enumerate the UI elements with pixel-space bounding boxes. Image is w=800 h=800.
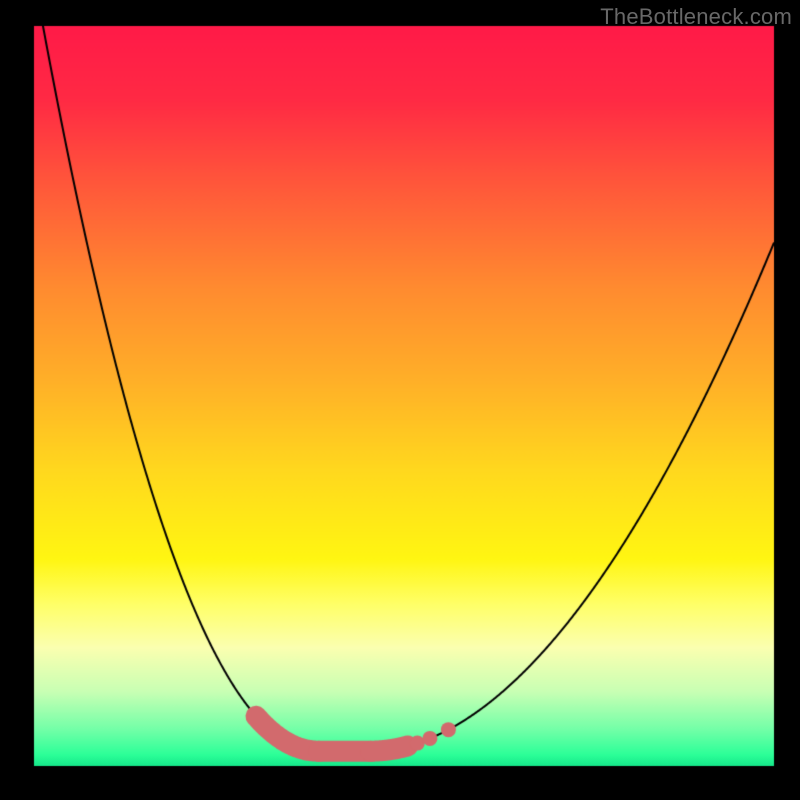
bottleneck-curve-chart [0,0,800,800]
watermark-text: TheBottleneck.com [600,4,792,30]
chart-stage: TheBottleneck.com [0,0,800,800]
